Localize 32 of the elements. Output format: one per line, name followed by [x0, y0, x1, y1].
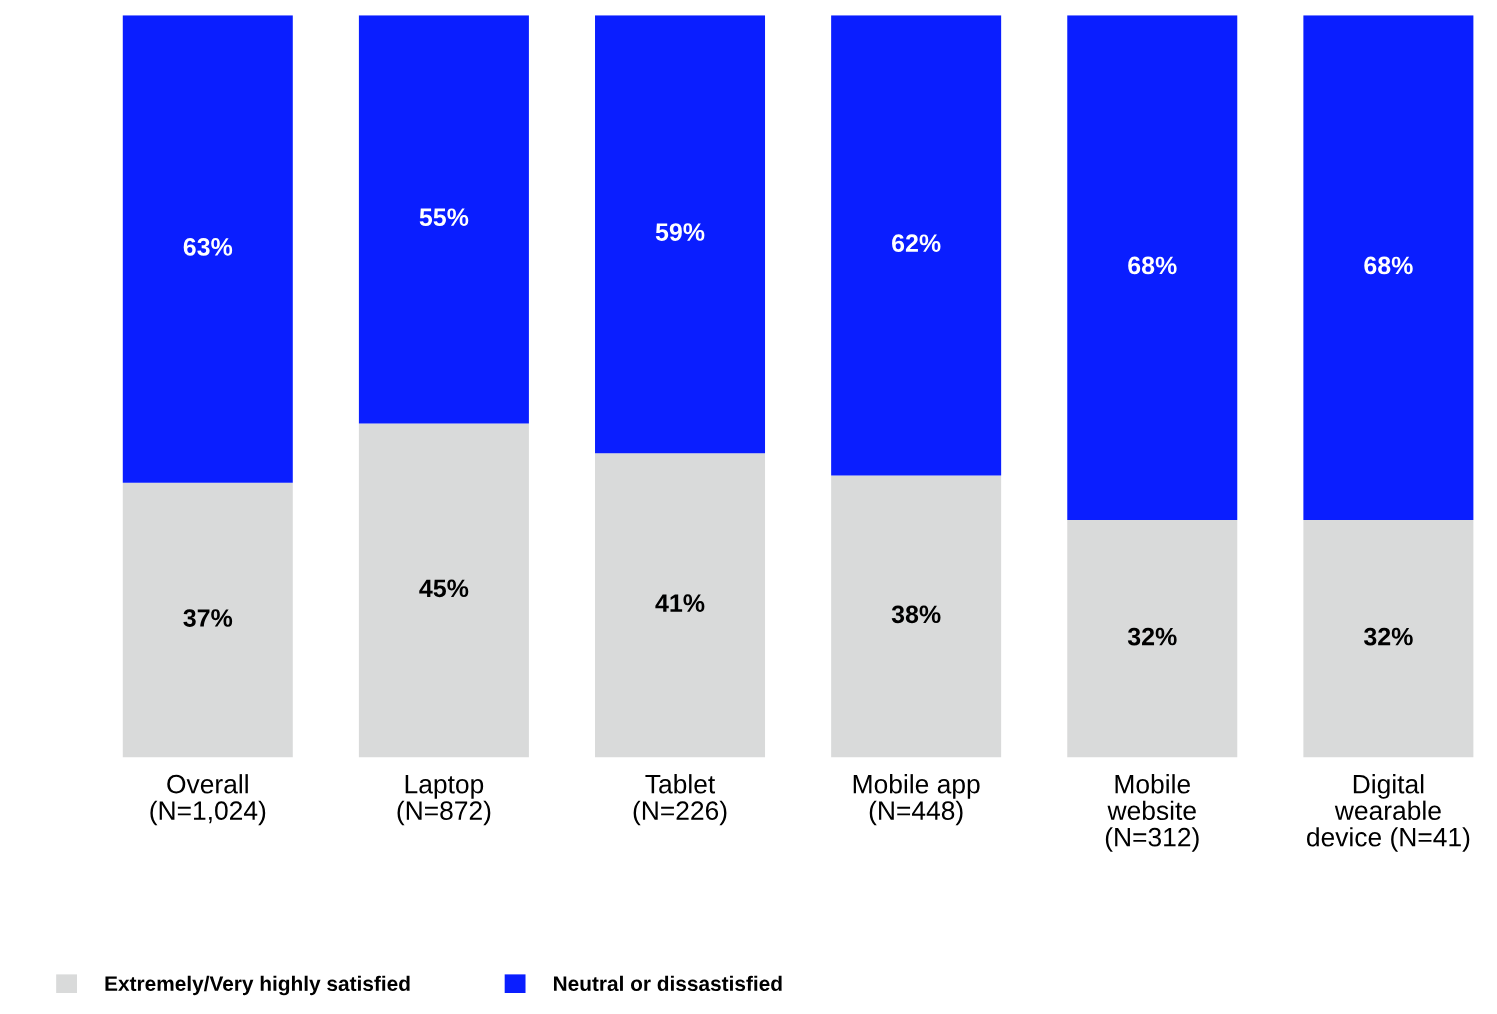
- data-label: 55%: [419, 208, 469, 227]
- bar: [1067, 15, 1238, 520]
- data-label: 62%: [892, 234, 941, 253]
- bar: [831, 15, 1002, 476]
- bar: [358, 15, 529, 424]
- bar: [1303, 519, 1474, 758]
- data-label: 38%: [891, 605, 941, 624]
- data-label: 45%: [419, 579, 469, 598]
- data-label: 59%: [655, 223, 705, 241]
- bar: [358, 423, 529, 758]
- x-tick-label: Mobile app (N=448): [853, 774, 980, 826]
- legend-label: Neutral or dissastisfied: [553, 975, 782, 992]
- data-label: 37%: [183, 609, 233, 627]
- x-tick-label: Mobile website (N=312): [1105, 774, 1199, 852]
- x-tick-label: Tablet (N=226): [633, 774, 727, 826]
- data-label: 32%: [1127, 627, 1177, 646]
- bar: [831, 475, 1002, 758]
- bar: [122, 482, 293, 758]
- data-label: 32%: [1363, 627, 1413, 646]
- x-tick-label: Digital wearable device (N=41): [1306, 774, 1470, 852]
- bar: [1303, 15, 1474, 520]
- bar: [122, 15, 293, 483]
- legend-label: Extremely/Very highly satisfied: [105, 975, 410, 996]
- bar: [595, 15, 766, 454]
- data-label: 41%: [655, 594, 705, 612]
- bar: [595, 453, 766, 758]
- data-label: 63%: [183, 238, 233, 256]
- data-label: 68%: [1364, 256, 1413, 275]
- x-tick-label: Overall (N=1,024): [150, 774, 266, 826]
- data-label: 68%: [1128, 256, 1177, 275]
- bar: [1067, 519, 1238, 758]
- x-tick-label: Laptop (N=872): [397, 775, 491, 826]
